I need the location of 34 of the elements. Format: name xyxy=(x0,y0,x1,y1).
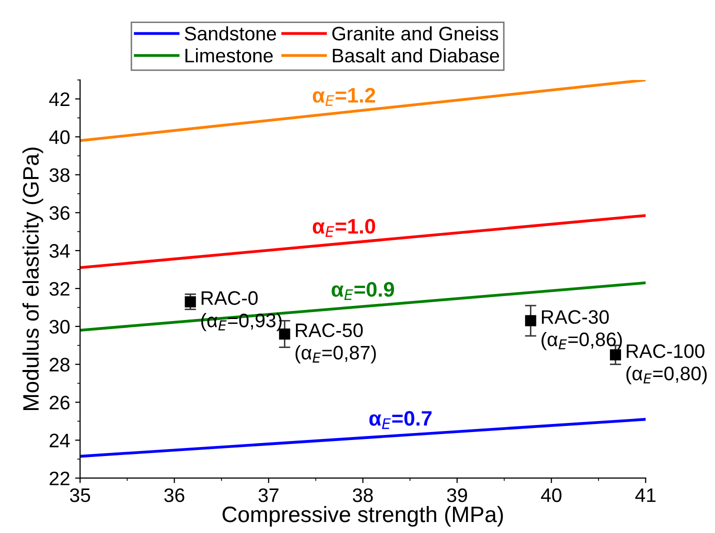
annotation: α$_{E}$=1.2 xyxy=(312,88,376,106)
x-tick-label: 40 xyxy=(541,488,562,502)
y-tick-label: 26 xyxy=(50,396,70,410)
annotation: RAC-30 (α$_{E}$=0,86) xyxy=(542,310,622,350)
annotation: α$_{E}$=0.7 xyxy=(369,410,432,429)
point xyxy=(610,349,622,360)
x-tick-label: 37 xyxy=(258,488,278,502)
y-tick-label: 40 xyxy=(49,130,70,144)
y-tick-label: 28 xyxy=(50,358,70,372)
y-tick-label: 24 xyxy=(50,434,70,448)
x-tick-label: 41 xyxy=(635,488,656,502)
y-tick-label: 36 xyxy=(49,206,70,220)
annotation: RAC-100 (α$_{E}$=0,80) xyxy=(626,344,707,384)
y-tick-label: 30 xyxy=(49,320,70,334)
legend-label: Sandstone xyxy=(184,26,276,40)
y-tick-label: 38 xyxy=(49,168,70,182)
legend-label: Granite and Gneiss xyxy=(332,26,498,40)
x-tick-label: 39 xyxy=(447,488,468,502)
y-tick-label: 22 xyxy=(50,472,70,486)
x-tick-label: 35 xyxy=(70,488,90,502)
annotation: RAC-50 (α$_{E}$=0,87) xyxy=(296,323,376,364)
y-tick-label: 32 xyxy=(49,282,70,296)
point xyxy=(184,296,196,308)
point xyxy=(525,315,536,326)
y-tick-label: 42 xyxy=(49,92,70,106)
x-tick-label: 38 xyxy=(352,488,373,502)
legend-label: Basalt and Diabase xyxy=(332,48,500,62)
y-tick-label: 34 xyxy=(49,244,70,258)
annotation: α$_{E}$=0.9 xyxy=(332,282,394,300)
legend-label: Limestone xyxy=(186,48,273,62)
x-axis-title: Compressive strength (MPa) xyxy=(222,506,503,527)
x-tick-label: 36 xyxy=(164,488,184,502)
y-axis-title: Modulus of elasticity (GPa) xyxy=(22,148,44,410)
annotation: α$_{E}$=1.0 xyxy=(312,218,376,237)
